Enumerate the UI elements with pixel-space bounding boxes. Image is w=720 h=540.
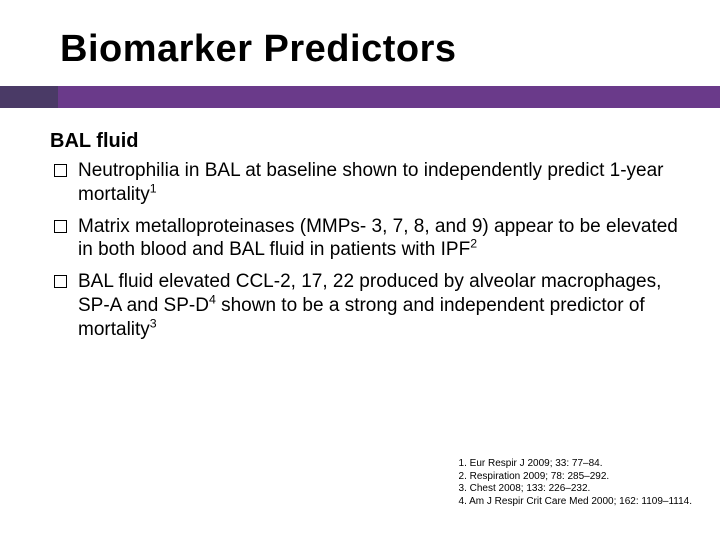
superscript: 4	[209, 292, 216, 306]
superscript: 1	[150, 181, 157, 195]
slide-title: Biomarker Predictors	[60, 28, 457, 71]
reference-line: 1. Eur Respir J 2009; 33: 77–84.	[459, 458, 692, 471]
references: 1. Eur Respir J 2009; 33: 77–84. 2. Resp…	[459, 458, 692, 508]
content-area: BAL fluid Neutrophilia in BAL at baselin…	[50, 130, 680, 349]
section-heading: BAL fluid	[50, 130, 680, 153]
bullet-list: Neutrophilia in BAL at baseline shown to…	[50, 159, 680, 341]
superscript: 3	[150, 316, 157, 330]
superscript: 2	[470, 237, 477, 251]
reference-line: 4. Am J Respir Crit Care Med 2000; 162: …	[459, 496, 692, 509]
accent-bar-right	[58, 86, 720, 108]
bullet-text: Matrix metalloproteinases (MMPs- 3, 7, 8…	[78, 216, 678, 261]
slide: Biomarker Predictors BAL fluid Neutrophi…	[0, 0, 720, 540]
bullet-text: Neutrophilia in BAL at baseline shown to…	[78, 160, 664, 205]
accent-bar	[0, 86, 720, 108]
reference-line: 2. Respiration 2009; 78: 285–292.	[459, 471, 692, 484]
list-item: BAL fluid elevated CCL-2, 17, 22 produce…	[50, 270, 680, 341]
accent-bar-left	[0, 86, 58, 108]
list-item: Neutrophilia in BAL at baseline shown to…	[50, 159, 680, 207]
list-item: Matrix metalloproteinases (MMPs- 3, 7, 8…	[50, 215, 680, 263]
reference-line: 3. Chest 2008; 133: 226–232.	[459, 483, 692, 496]
